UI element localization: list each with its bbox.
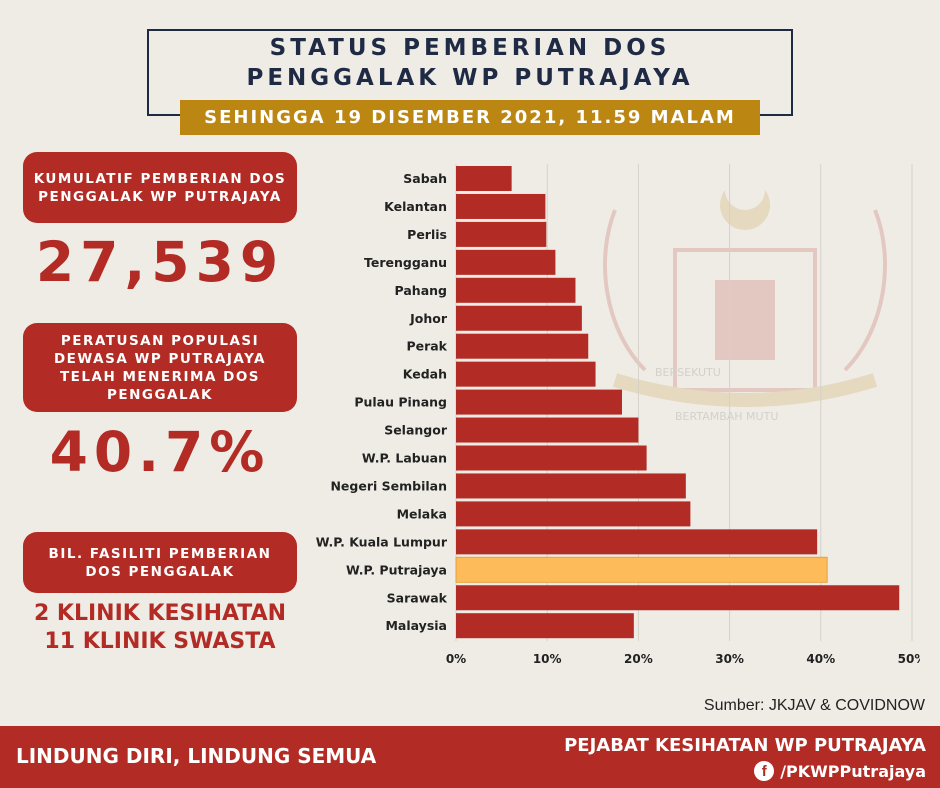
facility-label-text: BIL. FASILITI PEMBERIAN DOS PENGGALAK <box>48 545 272 580</box>
bar <box>456 361 596 387</box>
category-label: Sarawak <box>387 590 448 605</box>
category-label: Kedah <box>403 367 447 382</box>
bar <box>456 529 818 555</box>
facility-line-2: 11 KLINIK SWASTA <box>44 629 276 654</box>
facebook-handle[interactable]: /PKWPPutrajaya <box>780 761 926 781</box>
category-label: Johor <box>409 311 448 326</box>
bar <box>455 556 828 583</box>
title-line-2: PENGGALAK WP PUTRAJAYA <box>246 65 694 91</box>
title-line-1: STATUS PEMBERIAN DOS <box>269 35 671 61</box>
category-label: Perak <box>406 339 447 354</box>
source-note: Sumber: JKJAV & COVIDNOW <box>703 697 925 714</box>
category-label: Terengganu <box>364 255 447 270</box>
booster-dose-bar-chart: Sabah Kelantan Perlis Terengganu Pahang Johor… <box>316 164 920 666</box>
title-box: STATUS PEMBERIAN DOS PENGGALAK WP PUTRAJ… <box>147 29 793 116</box>
category-label: Negeri Sembilan <box>330 478 447 493</box>
category-label: Pahang <box>395 283 447 298</box>
slogan: LINDUNG DIRI, LINDUNG SEMUA <box>16 744 377 768</box>
category-label: W.P. Putrajaya <box>346 562 447 577</box>
bar <box>456 585 900 611</box>
bar <box>456 221 547 247</box>
x-tick-label: 10% <box>533 652 562 666</box>
bar <box>456 501 691 527</box>
x-tick-label: 40% <box>806 652 835 666</box>
facility-line-1: 2 KLINIK KESIHATAN <box>33 601 287 626</box>
category-label: Kelantan <box>384 199 447 214</box>
category-label: Perlis <box>407 227 447 242</box>
bar <box>456 277 576 303</box>
category-label: Pulau Pinang <box>354 395 447 410</box>
bar <box>456 417 639 443</box>
bar <box>456 445 647 471</box>
organization-name: PEJABAT KESIHATAN WP PUTRAJAYA <box>564 735 926 756</box>
cumulative-value: 27,539 <box>35 230 285 294</box>
coat-of-arms-watermark: BERSEKUTU BERTAMBAH MUTU <box>603 190 887 423</box>
category-label: Malaysia <box>385 618 447 633</box>
category-label: Selangor <box>384 423 448 438</box>
category-label: W.P. Kuala Lumpur <box>316 534 448 549</box>
cumulative-label: KUMULATIF PEMBERIAN DOS PENGGALAK WP PUT… <box>23 152 297 223</box>
x-tick-label: 20% <box>624 652 653 666</box>
facility-label: BIL. FASILITI PEMBERIAN DOS PENGGALAK <box>23 532 297 593</box>
category-label: Melaka <box>397 506 447 521</box>
x-tick-label: 50% <box>898 652 920 666</box>
bar <box>456 333 589 359</box>
emblem-motto-bottom: BERTAMBAH MUTU <box>675 410 778 423</box>
facebook-icon: f <box>754 761 775 781</box>
percent-label: PERATUSAN POPULASI DEWASA WP PUTRAJAYA T… <box>23 323 297 412</box>
bar <box>456 193 546 219</box>
bar <box>456 305 582 331</box>
x-tick-label: 30% <box>715 652 744 666</box>
footer-bar: LINDUNG DIRI, LINDUNG SEMUA PEJABAT KESI… <box>0 726 940 788</box>
bar <box>456 166 512 191</box>
emblem-motto-left: BERSEKUTU <box>655 366 721 379</box>
bar <box>456 389 622 415</box>
x-tick-label: 0% <box>446 652 466 666</box>
percent-label-text: PERATUSAN POPULASI DEWASA WP PUTRAJAYA T… <box>53 332 267 403</box>
date-subtitle: SEHINGGA 19 DISEMBER 2021, 11.59 MALAM <box>180 100 760 135</box>
bar <box>456 613 634 639</box>
category-label: Sabah <box>403 171 447 186</box>
facebook-handle-row: f /PKWPPutrajaya <box>754 761 926 781</box>
percent-value: 40.7% <box>49 420 271 484</box>
bar <box>456 473 686 499</box>
category-label: W.P. Labuan <box>362 451 447 466</box>
bar <box>456 249 556 275</box>
cumulative-label-text: KUMULATIF PEMBERIAN DOS PENGGALAK WP PUT… <box>33 170 287 205</box>
